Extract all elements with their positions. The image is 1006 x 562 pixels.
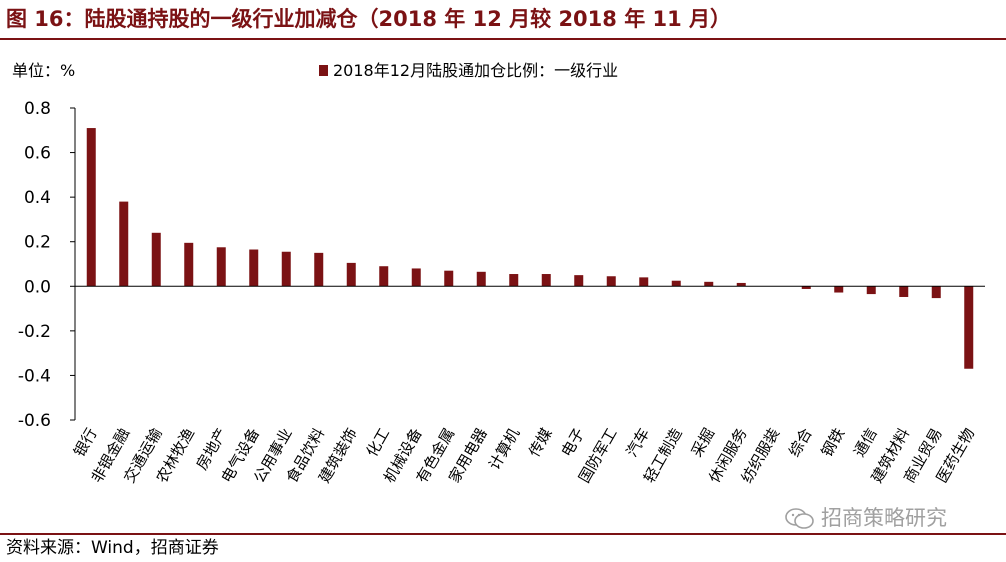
y-tick-label: 0.8 (24, 99, 51, 119)
unit-label: 单位：% (12, 61, 75, 80)
bar (931, 286, 941, 299)
bar (249, 249, 259, 287)
watermark-text: 招商策略研究 (821, 506, 947, 530)
bar (574, 275, 584, 287)
bar (606, 276, 616, 287)
chart-title: 图 16：陆股通持股的一级行业加减仓（2018 年 12 月较 2018 年 1… (6, 7, 732, 31)
bar (476, 271, 486, 287)
footer-divider (0, 533, 1006, 535)
bar (671, 280, 681, 287)
bar (899, 286, 909, 297)
legend-swatch (319, 65, 328, 76)
bar (411, 268, 421, 287)
x-tick-label: 电子 (558, 425, 589, 460)
bar (86, 128, 96, 287)
bar (866, 286, 876, 295)
bar (346, 262, 356, 287)
y-tick-label: 0.2 (24, 233, 51, 253)
bar (541, 274, 551, 287)
x-tick-label: 化工 (363, 425, 394, 460)
source-note: 资料来源：Wind，招商证券 (6, 538, 219, 558)
wechat-icon (785, 508, 814, 529)
x-tick-label: 采掘 (688, 425, 719, 460)
watermark: 招商策略研究 (785, 502, 947, 534)
y-tick-label: 0.4 (24, 188, 51, 208)
bar (281, 251, 291, 287)
x-tick-label: 银行 (70, 425, 101, 460)
bar (801, 286, 811, 289)
y-tick-label: -0.2 (18, 322, 51, 342)
bar (509, 274, 519, 287)
x-tick-label: 汽车 (623, 425, 654, 460)
title-divider (0, 38, 1006, 40)
bar (151, 232, 161, 287)
bar (736, 282, 746, 287)
bar (379, 266, 389, 287)
bar (314, 252, 324, 287)
y-tick-label: 0.6 (24, 144, 51, 164)
bar (704, 281, 714, 287)
bar (964, 286, 974, 369)
x-tick-label: 钢铁 (818, 425, 849, 460)
bar (216, 247, 226, 287)
bar-chart: 单位：% 2018年12月陆股通加仓比例：一级行业 0.8 0.6 0.4 0.2 0.… (12, 61, 985, 486)
x-tick-label: 传媒 (525, 425, 556, 460)
legend-label: 2018年12月陆股通加仓比例：一级行业 (333, 61, 618, 80)
x-tick-label: 综合 (785, 425, 816, 460)
bar (444, 270, 454, 287)
bar (639, 277, 649, 287)
y-tick-label: 0.0 (24, 277, 51, 297)
bar (834, 286, 844, 293)
bar (184, 242, 194, 287)
y-tick-label: -0.6 (18, 411, 51, 431)
bar (119, 201, 129, 287)
x-tick-label: 通信 (850, 425, 881, 460)
y-tick-label: -0.4 (18, 366, 51, 386)
x-tick-label: 计算机 (485, 425, 523, 473)
